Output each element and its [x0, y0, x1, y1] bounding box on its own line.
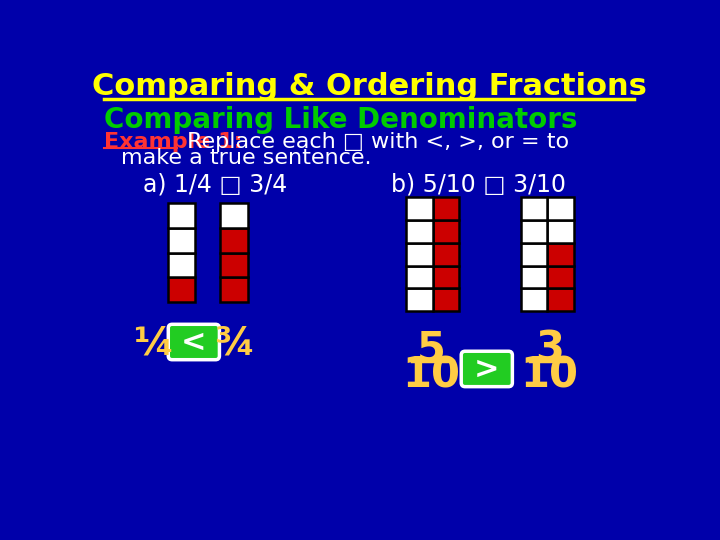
Bar: [220, 253, 248, 278]
Bar: [406, 288, 433, 311]
Bar: [521, 266, 547, 288]
Text: Comparing & Ordering Fractions: Comparing & Ordering Fractions: [91, 72, 647, 101]
Bar: [220, 204, 248, 228]
Text: 3: 3: [535, 329, 564, 370]
Bar: [433, 197, 459, 220]
Bar: [220, 228, 248, 253]
Text: Replace each □ with <, >, or = to: Replace each □ with <, >, or = to: [180, 132, 569, 152]
Text: ¾: ¾: [214, 325, 254, 362]
Bar: [547, 243, 574, 266]
Bar: [406, 266, 433, 288]
Text: Example 1:: Example 1:: [104, 132, 243, 152]
Text: b) 5/10 □ 3/10: b) 5/10 □ 3/10: [391, 172, 566, 196]
FancyBboxPatch shape: [462, 351, 513, 387]
Text: 5: 5: [417, 329, 446, 370]
Bar: [521, 288, 547, 311]
Bar: [547, 197, 574, 220]
Bar: [406, 197, 433, 220]
Bar: [168, 228, 195, 253]
FancyBboxPatch shape: [168, 325, 220, 360]
Bar: [521, 197, 547, 220]
Bar: [168, 253, 195, 278]
Bar: [168, 204, 195, 228]
Bar: [547, 220, 574, 243]
Bar: [168, 278, 195, 302]
Text: Comparing Like Denominators: Comparing Like Denominators: [104, 106, 577, 134]
Text: make a true sentence.: make a true sentence.: [121, 148, 372, 168]
Bar: [521, 243, 547, 266]
Bar: [220, 278, 248, 302]
Bar: [547, 288, 574, 311]
Text: a) 1/4 □ 3/4: a) 1/4 □ 3/4: [143, 172, 287, 196]
Text: <: <: [181, 327, 207, 356]
Bar: [433, 243, 459, 266]
Text: 10: 10: [402, 354, 460, 396]
Bar: [406, 220, 433, 243]
Bar: [433, 266, 459, 288]
Text: ¼: ¼: [133, 325, 174, 362]
Bar: [433, 288, 459, 311]
Text: >: >: [474, 354, 500, 383]
Bar: [433, 220, 459, 243]
Bar: [406, 243, 433, 266]
Bar: [521, 220, 547, 243]
Bar: [547, 266, 574, 288]
Text: 10: 10: [521, 354, 579, 396]
